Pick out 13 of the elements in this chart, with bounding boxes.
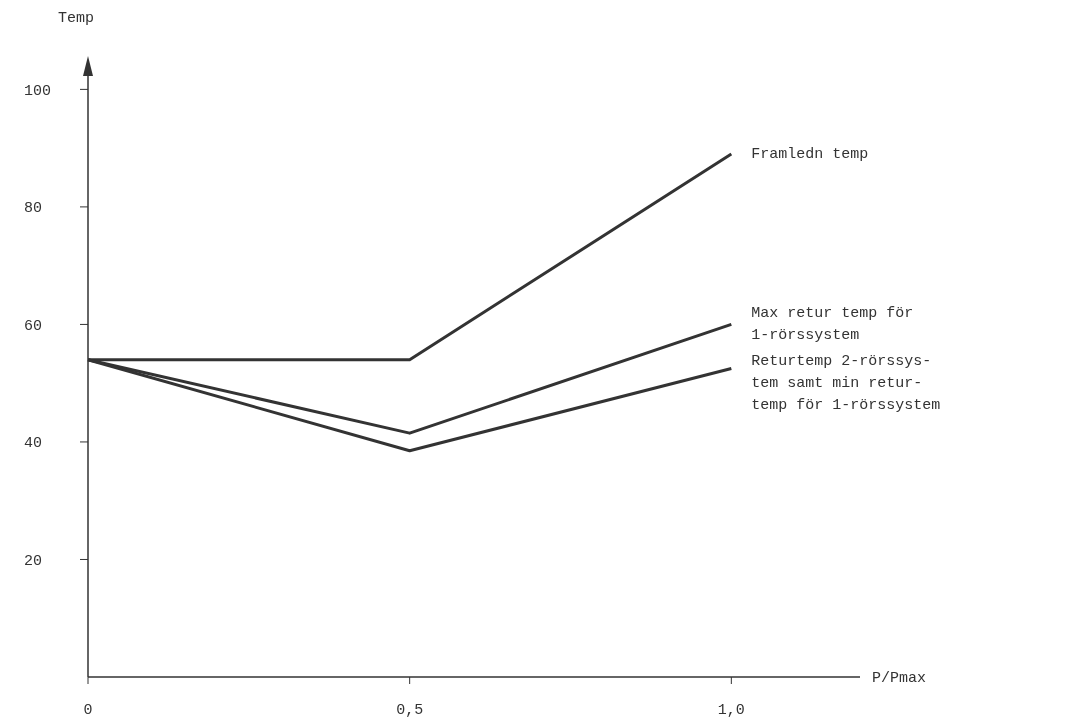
y-axis-title: Temp: [58, 10, 95, 27]
series-label: Max retur temp för 1-rörssystem: [751, 305, 914, 345]
x-tick-label: 0: [83, 702, 93, 719]
y-tick-label: 40: [24, 435, 43, 453]
y-tick-label: 60: [24, 317, 43, 335]
y-tick-label: 80: [24, 200, 43, 218]
y-tick-label: 100: [24, 82, 52, 100]
y-tick-label: 20: [24, 552, 43, 570]
x-tick-label: 1,0: [717, 702, 745, 719]
series-label: Framledn temp: [751, 146, 869, 164]
series-label: Returtemp 2-rörssys- tem samt min retur- temp för 1-rörssystem: [751, 353, 941, 415]
x-axis-title: P/Pmax: [872, 670, 927, 688]
x-tick-label: 0,5: [396, 702, 424, 719]
